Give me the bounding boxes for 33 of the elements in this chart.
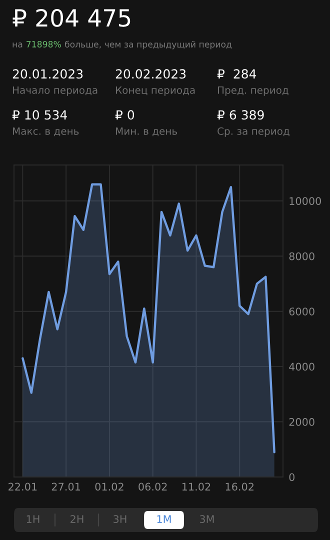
text: Пред. период [218,86,288,96]
text: 71898% [26,40,61,48]
text: 1M [157,515,171,523]
text: больше, чем за предыдущий период [64,40,232,50]
y-tick-label: 4000 [289,362,314,371]
text: Начало периода [12,86,98,96]
x-tick-label: 11.02 [182,482,210,491]
chart-title: ₽ 204 475 [12,8,130,27]
text: 20.01.2023 [12,69,83,79]
x-tick-label: 01.02 [95,482,124,491]
text: ₽ 284 [217,69,256,79]
text: 3H [114,515,126,524]
text: Макс. в день [12,127,79,136]
text: ₽ 0 [115,110,134,120]
y-tick-label: 2000 [289,418,314,426]
x-tick-label: 06.02 [138,482,167,491]
y-tick-label: 0 [289,473,294,482]
x-tick-label: 22.01 [8,482,37,491]
text: 3M [200,515,214,524]
text: ₽ 10 534 [12,110,67,120]
x-tick-label: 16.02 [226,482,254,491]
y-tick-label: 10000 [290,197,321,205]
x-tick-label: 27.01 [52,482,80,491]
text: Ср. за период [218,127,290,137]
text: ₽ 6 389 [217,110,264,120]
y-tick-label: 6000 [289,308,314,316]
text: Мин. в день [116,127,177,136]
text: Конец периода [116,86,195,96]
text: на [12,42,22,48]
y-tick-label: 8000 [289,252,314,260]
text: 2H [70,515,84,523]
text: 20.02.2023 [116,69,186,79]
text: 1H [26,515,40,523]
